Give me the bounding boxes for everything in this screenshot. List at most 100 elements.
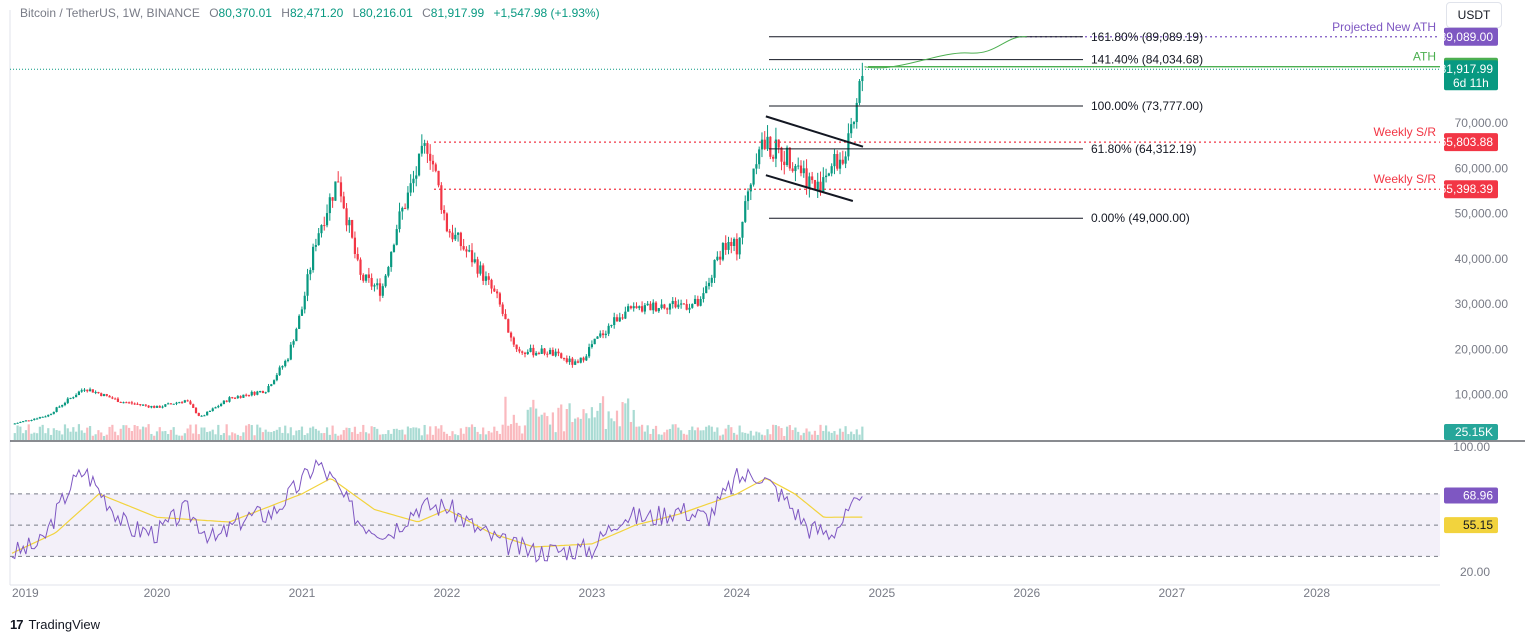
candle-body — [161, 406, 164, 408]
candle-body — [783, 161, 786, 165]
volume-bar — [114, 431, 117, 440]
candle-body — [378, 283, 382, 296]
candle — [445, 212, 449, 233]
countdown-label: 6d 11h — [1453, 76, 1489, 90]
candle — [88, 387, 92, 392]
candle-body — [562, 358, 566, 360]
candle — [22, 421, 25, 423]
candle-body — [627, 306, 630, 312]
y-tick-label: 70,000.00 — [1455, 116, 1509, 130]
candle-body — [415, 175, 418, 179]
candle — [298, 314, 301, 330]
volume-bar — [596, 410, 599, 440]
volume-bar — [22, 433, 25, 440]
candle — [356, 247, 359, 262]
candle-body — [264, 392, 267, 394]
volume-bar — [222, 433, 225, 440]
candle-body — [454, 234, 457, 240]
symbol-name[interactable]: Bitcoin / TetherUS, 1W, BINANCE — [20, 6, 200, 20]
fib-label: 0.00% (49,000.00) — [1091, 211, 1190, 225]
candle-body — [691, 304, 694, 308]
candle — [172, 403, 175, 405]
volume-bar — [523, 425, 527, 440]
volume-bar — [699, 430, 702, 440]
candle — [624, 306, 627, 320]
candle — [208, 410, 212, 413]
volume-bar — [133, 425, 136, 440]
volume-bar — [61, 434, 64, 440]
candle-body — [356, 253, 359, 260]
candle — [482, 263, 485, 285]
candle-body — [696, 298, 699, 306]
volume-bar — [197, 434, 200, 440]
channel-upper-line — [765, 115, 864, 148]
candle — [752, 168, 755, 187]
candle-body — [654, 302, 658, 312]
volume-bar — [546, 416, 549, 440]
candle — [331, 197, 334, 208]
rsi-value-bg — [1444, 487, 1498, 504]
volume-bar — [646, 425, 649, 440]
volume-bar — [211, 429, 214, 440]
candle — [599, 330, 602, 338]
candle-body — [482, 265, 485, 281]
candle-body — [35, 418, 39, 420]
volume-bar — [264, 429, 267, 440]
candle-body — [682, 303, 686, 305]
candle-body — [186, 400, 189, 402]
candle — [284, 359, 287, 368]
candle-body — [348, 219, 351, 226]
candle-body — [272, 380, 276, 385]
candle — [367, 267, 370, 283]
candle-body — [621, 317, 624, 319]
candle-body — [610, 325, 613, 327]
candle — [668, 302, 672, 315]
candle — [426, 140, 429, 163]
candle — [370, 273, 373, 290]
volume-bar — [225, 424, 228, 440]
candle-body — [741, 221, 744, 238]
volume-bar — [228, 435, 231, 440]
candle-body — [197, 412, 200, 416]
volume-bar — [752, 435, 755, 440]
volume-bar — [437, 428, 440, 440]
candle-body — [91, 389, 94, 393]
candle — [61, 404, 64, 408]
candle — [448, 228, 451, 238]
candle-body — [22, 421, 25, 423]
volume-bar — [470, 424, 474, 440]
candle-body — [417, 153, 421, 176]
candle-body — [384, 275, 387, 287]
candle — [713, 259, 716, 284]
candle — [348, 217, 351, 233]
candle — [576, 359, 580, 364]
volume-bar — [836, 434, 839, 440]
candle — [192, 403, 195, 409]
candle-body — [719, 256, 722, 260]
candle — [404, 203, 407, 210]
volume-bar — [300, 426, 304, 440]
candle-body — [744, 201, 747, 222]
volume-bar — [794, 427, 797, 440]
volume-bar — [111, 424, 114, 440]
candle — [490, 278, 493, 294]
candle-body — [314, 245, 317, 247]
currency-button[interactable]: USDT — [1446, 2, 1502, 28]
candle-body — [498, 293, 501, 305]
volume-bar — [841, 431, 844, 440]
candle-body — [300, 309, 304, 316]
volume-bar — [434, 426, 437, 440]
candle — [272, 379, 276, 385]
volume-bar — [24, 430, 28, 440]
candle-body — [565, 358, 568, 363]
brand[interactable]: 17 TradingView — [10, 617, 100, 632]
volume-bar — [574, 418, 577, 440]
candle — [136, 402, 139, 406]
candle — [699, 296, 702, 307]
candle — [19, 421, 22, 424]
volume-bar — [671, 424, 674, 440]
candle — [473, 252, 476, 264]
volume-bar — [476, 431, 479, 440]
volume-bar — [454, 434, 457, 440]
